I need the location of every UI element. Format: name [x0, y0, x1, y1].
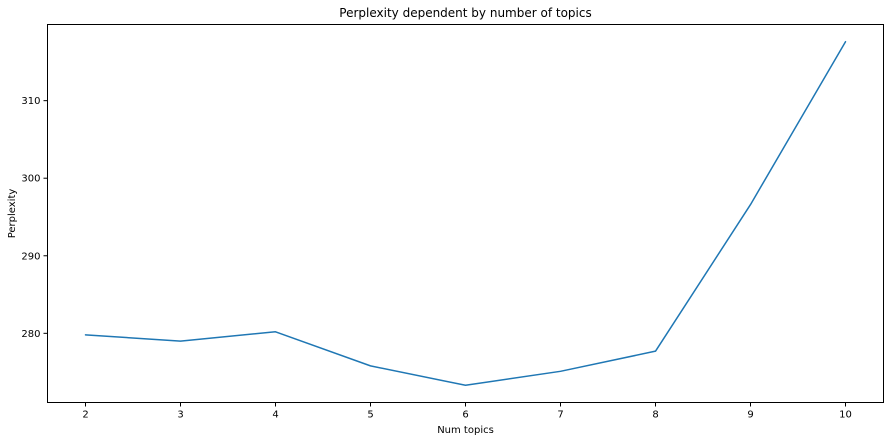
x-axis-label: Num topics — [437, 425, 494, 436]
y-tick-label: 280 — [21, 329, 40, 340]
x-axis: 2 3 4 5 6 7 8 9 10 — [82, 402, 852, 421]
x-tick-label: 5 — [367, 410, 373, 421]
y-tick-label: 290 — [21, 251, 40, 262]
x-tick-label: 10 — [839, 410, 852, 421]
x-tick-label: 7 — [557, 410, 563, 421]
x-tick-label: 2 — [82, 410, 88, 421]
data-points — [85, 41, 846, 386]
x-tick-label: 3 — [177, 410, 183, 421]
x-tick-label: 6 — [462, 410, 468, 421]
series-line — [84, 40, 847, 387]
x-tick-label: 4 — [272, 410, 278, 421]
chart-title: Perplexity dependent by number of topics — [339, 6, 591, 20]
y-axis-label: Perplexity — [7, 189, 18, 239]
plot-frame — [47, 24, 884, 403]
y-tick-label: 310 — [21, 96, 40, 107]
y-axis: 280 290 300 310 — [21, 96, 48, 340]
x-tick-label: 9 — [747, 410, 753, 421]
y-tick-label: 300 — [21, 174, 40, 185]
x-tick-label: 8 — [652, 410, 658, 421]
